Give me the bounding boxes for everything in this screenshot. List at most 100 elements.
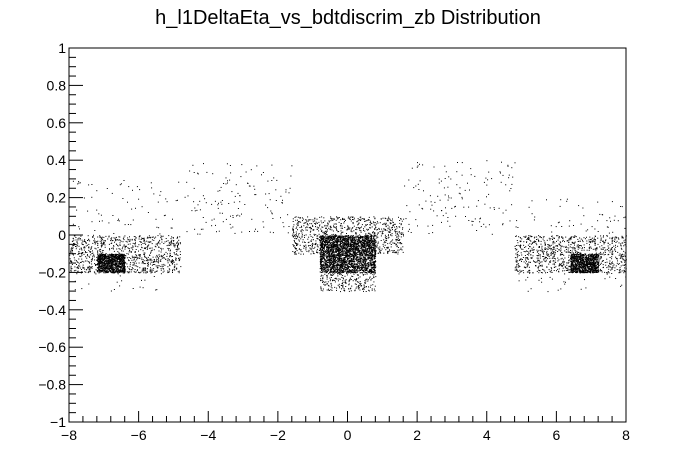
scatter-point	[320, 263, 322, 265]
scatter-point	[373, 247, 375, 249]
scatter-point	[330, 263, 332, 265]
scatter-point	[308, 241, 310, 243]
scatter-point	[102, 267, 104, 269]
scatter-point	[400, 232, 402, 234]
scatter-point	[292, 235, 294, 237]
scatter-point	[356, 248, 358, 249]
scatter-point	[394, 229, 396, 231]
scatter-point	[356, 249, 357, 251]
scatter-point	[341, 237, 343, 239]
scatter-point	[346, 256, 348, 258]
scatter-point	[313, 239, 314, 241]
scatter-point	[372, 221, 374, 223]
scatter-point	[174, 269, 176, 271]
scatter-point	[397, 240, 399, 241]
scatter-point	[175, 253, 177, 255]
scatter-point	[336, 255, 338, 256]
scatter-point	[370, 220, 371, 222]
scatter-point	[97, 236, 99, 238]
scatter-point	[387, 246, 389, 248]
scatter-point	[140, 241, 142, 243]
scatter-point	[113, 264, 115, 265]
scatter-point	[83, 240, 85, 242]
scatter-point	[80, 247, 82, 249]
scatter-point	[359, 263, 361, 265]
scatter-point	[147, 236, 148, 238]
scatter-point	[103, 265, 104, 267]
scatter-point	[383, 252, 385, 254]
scatter-point	[177, 254, 179, 256]
scatter-point	[339, 237, 341, 239]
scatter-point	[339, 244, 341, 246]
scatter-point	[90, 261, 92, 263]
scatter-point	[335, 265, 337, 267]
scatter-point	[117, 244, 118, 246]
scatter-point	[118, 271, 120, 273]
scatter-point	[94, 241, 95, 243]
scatter-point	[332, 241, 334, 243]
scatter-point	[359, 260, 361, 261]
scatter-point	[318, 230, 320, 232]
scatter-point	[294, 216, 296, 218]
scatter-point	[373, 224, 375, 226]
scatter-point	[123, 255, 124, 257]
scatter-point	[374, 232, 376, 234]
scatter-point	[150, 272, 152, 274]
scatter-point	[358, 265, 360, 267]
scatter-point	[99, 257, 100, 259]
scatter-point	[352, 251, 354, 252]
scatter-point	[321, 222, 323, 224]
scatter-point	[101, 240, 103, 242]
scatter-point	[320, 251, 322, 253]
scatter-point	[100, 238, 102, 240]
scatter-point	[82, 266, 84, 268]
scatter-point	[355, 245, 357, 247]
scatter-point	[377, 232, 379, 234]
scatter-point	[356, 235, 358, 237]
scatter-point	[340, 261, 342, 263]
scatter-point	[328, 258, 330, 260]
scatter-point	[368, 219, 370, 221]
scatter-point	[333, 239, 335, 241]
scatter-point	[147, 260, 149, 262]
scatter-point	[87, 267, 88, 269]
scatter-point	[353, 242, 355, 244]
scatter-point	[340, 236, 342, 238]
scatter-point	[367, 245, 368, 247]
scatter-point	[361, 240, 362, 242]
scatter-point	[162, 265, 164, 267]
scatter-point	[353, 254, 355, 256]
scatter-point	[396, 233, 398, 235]
scatter-point	[134, 239, 135, 241]
scatter-point	[124, 258, 126, 260]
scatter-point	[117, 265, 119, 267]
scatter-point	[146, 246, 148, 248]
scatter-point	[113, 261, 114, 263]
scatter-point	[328, 265, 330, 267]
scatter-point	[323, 269, 325, 271]
scatter-point	[318, 221, 320, 223]
scatter-point	[138, 271, 139, 273]
scatter-point	[304, 241, 305, 243]
scatter-point	[343, 253, 345, 255]
scatter-point	[370, 261, 372, 263]
scatter-point	[366, 259, 368, 261]
scatter-point	[70, 265, 72, 267]
scatter-point	[356, 257, 358, 259]
scatter-point	[372, 247, 374, 249]
scatter-point	[401, 249, 403, 251]
scatter-point	[383, 239, 385, 241]
scatter-point	[177, 271, 179, 273]
scatter-point	[115, 265, 117, 267]
scatter-point	[119, 270, 121, 272]
scatter-point	[342, 246, 344, 248]
scatter-point	[300, 221, 302, 223]
scatter-point	[122, 238, 124, 240]
scatter-point	[110, 265, 112, 267]
scatter-point	[310, 248, 312, 250]
scatter-point	[347, 264, 349, 266]
scatter-point	[300, 250, 302, 252]
scatter-point	[158, 246, 159, 248]
scatter-point	[366, 253, 368, 255]
scatter-point	[130, 269, 132, 271]
